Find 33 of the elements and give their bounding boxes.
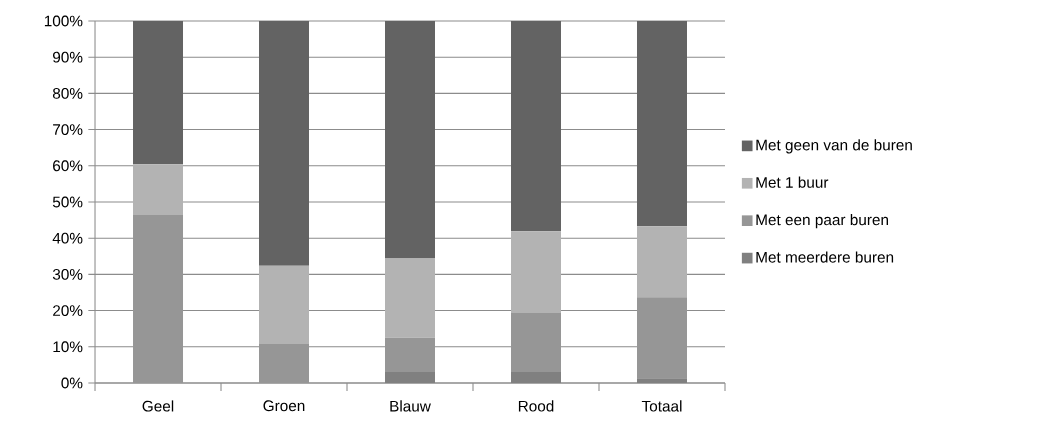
y-tick-label: 0% xyxy=(61,377,83,389)
bar xyxy=(511,20,561,232)
legend-label: Met 1 buur xyxy=(756,176,829,188)
y-tick-label: 50% xyxy=(52,196,83,208)
x-tick-label: Geel xyxy=(142,400,174,412)
bar xyxy=(511,313,561,373)
bar xyxy=(133,20,184,165)
bar xyxy=(511,231,561,314)
y-tick-label: 90% xyxy=(52,51,83,63)
bar xyxy=(637,20,687,227)
legend-label: Met meerdere buren xyxy=(756,251,894,263)
x-tick-label: Rood xyxy=(518,400,554,412)
y-tick-label: 30% xyxy=(52,268,83,280)
y-tick-label: 60% xyxy=(53,160,83,172)
legend-label: Met geen van de buren xyxy=(756,139,912,154)
x-tick-label: Blauw xyxy=(390,400,431,412)
bar xyxy=(385,258,435,338)
bar xyxy=(637,297,687,379)
legend-label: Met een paar buren xyxy=(756,214,888,229)
bar xyxy=(259,265,310,344)
x-tick-label: Groen xyxy=(263,400,305,412)
y-tick-label: 20% xyxy=(53,305,83,317)
bar xyxy=(385,20,435,259)
bar xyxy=(133,164,184,216)
y-tick-label: 70% xyxy=(53,124,83,136)
y-tick-label: 80% xyxy=(52,87,83,99)
x-tick-label: Totaal xyxy=(641,400,682,412)
y-tick-label: 100% xyxy=(44,15,83,27)
bar xyxy=(259,20,310,266)
bar xyxy=(385,337,435,373)
y-tick-label: 10% xyxy=(53,341,83,353)
bar xyxy=(637,226,687,298)
y-tick-label: 40% xyxy=(52,232,83,244)
